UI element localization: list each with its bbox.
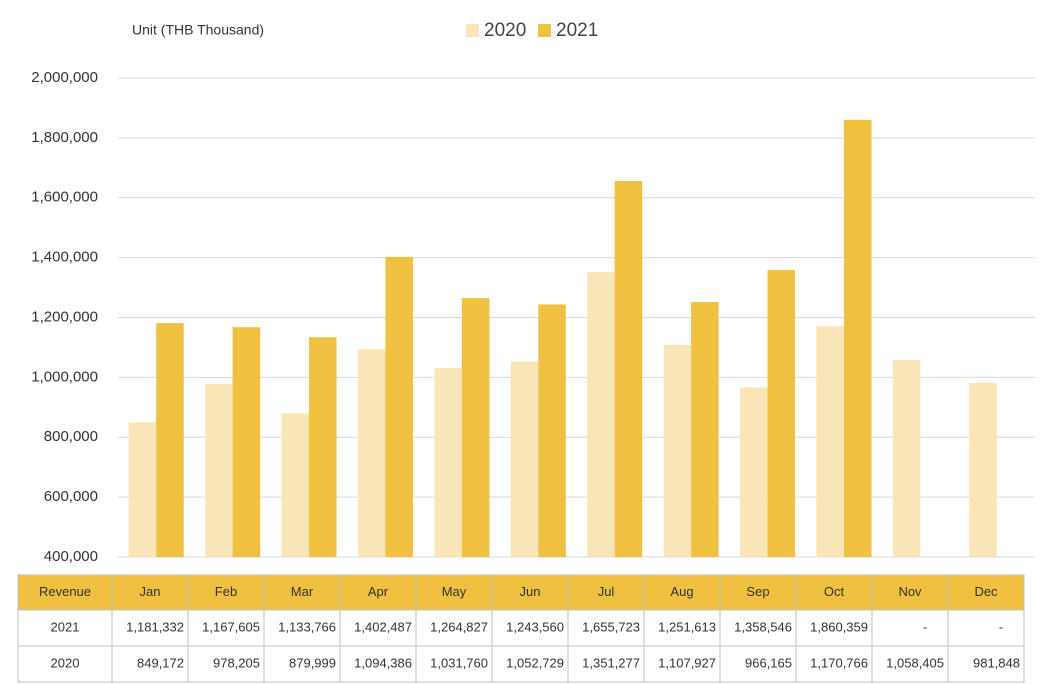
table-cell <box>947 645 1025 683</box>
table-header-bg <box>18 575 1024 610</box>
table-value: 978,205 <box>213 655 260 670</box>
y-tick-label: 2,000,000 <box>31 69 98 86</box>
x-tick-label: Aug <box>670 584 693 599</box>
x-tick-label: Dec <box>974 584 998 599</box>
chart-title: Unit (THB Thousand) <box>132 22 264 38</box>
x-tick-label: Apr <box>368 584 389 599</box>
bar <box>434 367 462 557</box>
table-header: Revenue <box>39 584 91 599</box>
table-value: 981,848 <box>973 655 1020 670</box>
table-value: 1,655,723 <box>582 619 640 634</box>
bar <box>357 349 386 557</box>
bar <box>232 327 261 557</box>
table-value: 1,167,605 <box>202 619 260 634</box>
x-tick-label: Feb <box>215 584 237 599</box>
bar <box>587 272 615 557</box>
x-tick-label: Jul <box>598 584 615 599</box>
y-tick-label: 800,000 <box>44 428 98 445</box>
y-tick-label: 1,800,000 <box>31 129 98 146</box>
bar <box>281 413 310 557</box>
legend-swatch <box>466 24 479 37</box>
x-tick-label: Jan <box>140 584 161 599</box>
y-tick-label: 400,000 <box>44 548 98 565</box>
bar <box>205 383 233 557</box>
legend-label: 2020 <box>484 20 526 41</box>
table-value: 1,107,927 <box>658 655 716 670</box>
bar <box>691 302 719 557</box>
table-value: 1,181,332 <box>126 619 184 634</box>
table-value: 879,999 <box>289 655 336 670</box>
row-label: 2021 <box>51 619 80 634</box>
bar <box>385 256 413 557</box>
legend-label: 2021 <box>556 20 598 41</box>
y-tick-label: 1,200,000 <box>31 308 98 325</box>
row-label: 2020 <box>51 655 80 670</box>
table-value: 1,351,277 <box>582 655 640 670</box>
x-tick-label: May <box>442 584 467 599</box>
bar <box>969 382 997 557</box>
x-tick-label: Mar <box>291 584 314 599</box>
x-tick-label: Jun <box>520 584 541 599</box>
table-value: 1,170,766 <box>810 655 868 670</box>
table-value: 1,358,546 <box>734 619 792 634</box>
bar <box>156 323 184 557</box>
table-value: 1,243,560 <box>506 619 564 634</box>
table-value: 849,172 <box>137 655 184 670</box>
table-value: 966,165 <box>745 655 792 670</box>
bar <box>309 337 337 557</box>
table-value: 1,264,827 <box>430 619 488 634</box>
table-value: 1,251,613 <box>658 619 716 634</box>
bar <box>614 181 643 557</box>
table-value: - <box>923 619 927 634</box>
bar <box>767 270 796 557</box>
y-tick-label: 1,400,000 <box>31 249 98 266</box>
table-value: 1,052,729 <box>506 655 564 670</box>
x-tick-label: Nov <box>898 584 922 599</box>
table-value: 1,402,487 <box>354 619 412 634</box>
y-tick-label: 1,600,000 <box>31 189 98 206</box>
bar <box>538 304 566 557</box>
bar <box>510 361 539 557</box>
table-value: 1,860,359 <box>810 619 868 634</box>
table-cell <box>947 609 1025 647</box>
table-value: 1,094,386 <box>354 655 412 670</box>
bar <box>892 359 921 557</box>
bar <box>663 345 692 557</box>
table-value: 1,058,405 <box>886 655 944 670</box>
x-tick-label: Sep <box>746 584 769 599</box>
bar <box>461 298 490 557</box>
bar <box>843 119 872 557</box>
y-tick-label: 1,000,000 <box>31 368 98 385</box>
bar <box>816 326 844 557</box>
table-value: - <box>999 619 1003 634</box>
table-cell <box>871 609 949 647</box>
y-tick-label: 600,000 <box>44 488 98 505</box>
bar <box>740 387 768 557</box>
bar <box>128 422 157 557</box>
table-value: 1,133,766 <box>278 619 336 634</box>
legend-swatch <box>538 24 551 37</box>
table-value: 1,031,760 <box>430 655 488 670</box>
x-tick-label: Oct <box>824 584 845 599</box>
